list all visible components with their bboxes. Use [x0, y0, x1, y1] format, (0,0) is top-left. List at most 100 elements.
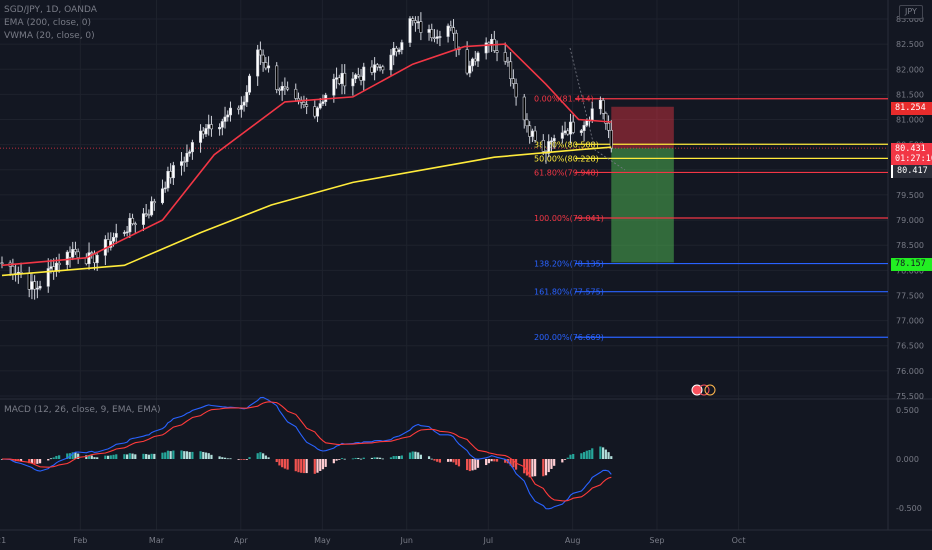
macd-histogram-bar [471, 459, 474, 471]
macd-histogram-bar [544, 459, 548, 476]
candle-down [413, 20, 417, 24]
candle-up [248, 75, 252, 93]
fib-level-label: 200.00%(76.669) [534, 333, 604, 342]
macd-histogram-bar [33, 459, 36, 464]
candle-up [112, 237, 116, 242]
macd-histogram-bar [534, 459, 537, 477]
candle-up [71, 249, 75, 258]
macd-histogram-bar [145, 454, 148, 459]
macd-histogram-bar [561, 459, 564, 463]
legend-vwma[interactable]: VWMA (20, close, 0) [4, 31, 95, 41]
candle-up [280, 86, 284, 91]
price-tick-label: 82.500 [896, 40, 924, 49]
macd-histogram-bar [248, 457, 251, 459]
fib-level-label: 138.20%(78.135) [534, 260, 604, 269]
macd-histogram-bar [96, 457, 99, 459]
macd-histogram-bar [278, 459, 281, 466]
macd-histogram-bar [476, 459, 480, 468]
price-tick-label: 76.500 [896, 342, 924, 351]
macd-histogram-bar [504, 459, 507, 463]
candle-down [607, 122, 611, 131]
macd-histogram-bar [305, 459, 308, 474]
candle-up [332, 78, 336, 96]
macd-histogram-bar [514, 459, 518, 470]
macd-histogram-bar [58, 455, 61, 459]
candle-up [228, 107, 232, 116]
candle-down [68, 251, 72, 258]
macd-histogram-bar [142, 453, 145, 459]
candle-up [160, 188, 164, 204]
macd-histogram-bar [449, 459, 452, 462]
macd-histogram-bar [242, 459, 246, 460]
price-tag-last: 80.431 [891, 143, 932, 156]
candle-down [465, 49, 469, 74]
macd-histogram-bar [286, 459, 289, 470]
macd-histogram-bar [354, 457, 357, 459]
candle-down [305, 104, 309, 107]
macd-histogram-bar [316, 459, 319, 473]
legend-macd[interactable]: MACD (12, 26, close, 9, EMA, EMA) [4, 405, 161, 415]
macd-histogram-bar [332, 459, 335, 464]
candle-down [275, 65, 279, 90]
macd-histogram-bar [610, 456, 613, 459]
macd-histogram-bar [38, 459, 42, 464]
macd-histogram-bar [93, 457, 96, 459]
candle-up [207, 124, 211, 129]
price-tick-label: 79.000 [896, 216, 924, 225]
candle-down [169, 171, 173, 179]
macd-histogram-bar [202, 451, 205, 459]
candle-up [435, 36, 439, 39]
candle-up [408, 18, 412, 43]
candle-up [416, 21, 420, 24]
macd-histogram-bar [566, 457, 569, 459]
macd-histogram-bar [362, 457, 365, 459]
candle-down [514, 83, 518, 98]
price-tag-vwma: 80.417 [891, 165, 932, 178]
candle-up [549, 140, 553, 143]
macd-histogram-bar [240, 459, 243, 460]
candle-up [340, 72, 344, 84]
candle-up [335, 77, 339, 80]
candle-up [199, 130, 203, 143]
macd-histogram-bar [150, 453, 153, 459]
macd-histogram-bar [542, 459, 545, 477]
time-tick-label: May [314, 536, 331, 545]
macd-histogram-bar [585, 450, 588, 459]
macd-histogram-bar [417, 452, 420, 459]
macd-histogram-bar [604, 449, 607, 459]
ema-200-line [1, 146, 612, 277]
time-tick-label: 2021 [0, 536, 6, 545]
candle-up [476, 52, 480, 62]
candle-down [258, 49, 262, 56]
event-marker [704, 384, 716, 396]
time-tick-label: Mar [149, 536, 165, 545]
candle-up [226, 114, 230, 118]
macd-histogram-bar [281, 459, 284, 468]
candle-down [571, 121, 575, 133]
candle-down [454, 32, 458, 50]
macd-histogram-bar [128, 453, 131, 459]
candle-up [446, 25, 450, 37]
macd-histogram-bar [487, 459, 490, 464]
candle-down [261, 54, 265, 63]
macd-group [0, 396, 613, 510]
candle-down [419, 21, 423, 33]
fib-level-label: 38.20%(80.508) [534, 140, 599, 149]
legend-symbol[interactable]: SGD/JPY, 1D, OANDA [4, 5, 97, 15]
macd-histogram-bar [259, 452, 262, 459]
currency-button[interactable]: JPY [899, 5, 923, 19]
candle-up [560, 132, 564, 139]
candle-up [150, 201, 154, 216]
candle-up [484, 42, 488, 54]
candle-down [313, 106, 317, 117]
macd-histogram-bar [123, 454, 126, 459]
candle-up [389, 54, 393, 71]
macd-histogram-bar [294, 459, 297, 472]
macd-histogram-bar [90, 455, 93, 459]
candle-up [568, 121, 572, 135]
candle-up [125, 231, 129, 234]
candle-up [114, 233, 118, 238]
legend-ema[interactable]: EMA (200, close, 0) [4, 18, 92, 28]
macd-histogram-bar [340, 458, 344, 459]
